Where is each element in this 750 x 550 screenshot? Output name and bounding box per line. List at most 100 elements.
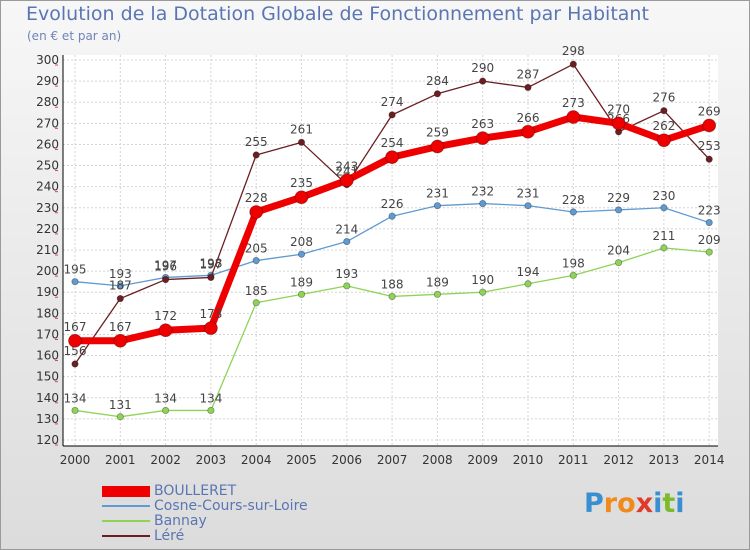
data-label-l-r: 187 bbox=[109, 279, 132, 293]
data-point-l-r bbox=[569, 60, 577, 68]
data-point-cosne-cours-sur-loire bbox=[569, 208, 577, 216]
data-point-cosne-cours-sur-loire bbox=[388, 212, 396, 220]
logo-letter: i bbox=[675, 488, 685, 519]
data-point-boulleret bbox=[475, 131, 490, 146]
x-tick-label: 2000 bbox=[60, 453, 91, 467]
data-point-bannay bbox=[524, 280, 532, 288]
data-label-l-r: 290 bbox=[471, 61, 494, 75]
data-label-l-r: 284 bbox=[426, 74, 449, 88]
y-tick-label: 170 bbox=[36, 327, 59, 341]
data-point-boulleret bbox=[249, 205, 264, 219]
y-tick-label: 180 bbox=[36, 306, 59, 320]
data-label-bannay: 194 bbox=[517, 265, 540, 279]
x-tick-label: 2013 bbox=[649, 453, 680, 467]
data-label-bannay: 134 bbox=[154, 391, 177, 405]
data-label-l-r: 255 bbox=[245, 135, 268, 149]
data-point-bannay bbox=[297, 290, 306, 298]
data-point-bannay bbox=[705, 248, 713, 256]
x-tick-label: 2003 bbox=[196, 453, 227, 467]
x-tick-label: 2014 bbox=[694, 453, 725, 467]
data-point-cosne-cours-sur-loire bbox=[705, 218, 713, 227]
data-label-l-r: 276 bbox=[652, 91, 675, 105]
data-label-l-r: 298 bbox=[562, 44, 585, 58]
data-label-bannay: 193 bbox=[335, 267, 358, 281]
data-label-boulleret: 228 bbox=[245, 191, 268, 205]
logo-letter: r bbox=[603, 488, 618, 519]
data-label-boulleret: 266 bbox=[517, 111, 540, 125]
data-point-boulleret bbox=[113, 333, 128, 348]
y-tick-label: 190 bbox=[36, 285, 59, 299]
data-label-boulleret: 269 bbox=[698, 104, 721, 118]
legend-label: Cosne-Cours-sur-Loire bbox=[154, 498, 308, 514]
data-point-boulleret bbox=[611, 116, 626, 131]
legend-label: Bannay bbox=[154, 513, 207, 529]
data-point-boulleret bbox=[702, 118, 717, 133]
data-point-cosne-cours-sur-loire bbox=[524, 202, 532, 210]
data-point-cosne-cours-sur-loire bbox=[116, 282, 124, 290]
data-label-l-r: 287 bbox=[517, 67, 540, 81]
legend-label: Léré bbox=[154, 528, 185, 544]
legend-label: BOULLERET bbox=[154, 483, 237, 499]
data-label-cosne-cours-sur-loire: 214 bbox=[335, 223, 358, 237]
data-point-bannay bbox=[479, 288, 487, 296]
logo-letter: i bbox=[653, 488, 663, 519]
data-label-cosne-cours-sur-loire: 226 bbox=[381, 197, 404, 211]
legend-swatch bbox=[102, 520, 150, 522]
chart-subtitle: (en € et par an) bbox=[27, 29, 122, 43]
data-label-boulleret: 235 bbox=[290, 176, 313, 190]
data-label-boulleret: 273 bbox=[562, 96, 585, 110]
data-point-bannay bbox=[162, 406, 170, 415]
data-point-bannay bbox=[569, 271, 577, 279]
data-point-boulleret bbox=[657, 133, 671, 148]
data-point-bannay bbox=[207, 406, 215, 415]
x-tick-label: 2005 bbox=[286, 453, 317, 467]
logo-letter: t bbox=[662, 488, 676, 519]
data-point-bannay bbox=[252, 299, 260, 307]
data-point-cosne-cours-sur-loire bbox=[614, 206, 623, 214]
data-label-boulleret: 262 bbox=[652, 119, 675, 133]
x-tick-label: 2011 bbox=[558, 453, 589, 467]
y-tick-label: 130 bbox=[36, 412, 59, 426]
data-label-cosne-cours-sur-loire: 229 bbox=[607, 191, 630, 205]
data-label-bannay: 204 bbox=[607, 244, 630, 258]
data-point-boulleret bbox=[158, 323, 173, 338]
data-label-boulleret: 254 bbox=[381, 136, 404, 150]
data-label-boulleret: 167 bbox=[64, 320, 87, 334]
x-tick-label: 2006 bbox=[332, 453, 363, 467]
legend-swatch bbox=[102, 505, 150, 507]
x-tick-label: 2007 bbox=[377, 453, 408, 467]
data-point-l-r bbox=[705, 155, 713, 163]
data-point-l-r bbox=[524, 83, 532, 92]
data-point-l-r bbox=[433, 90, 441, 98]
data-label-bannay: 134 bbox=[199, 391, 222, 405]
data-label-bannay: 131 bbox=[109, 398, 132, 412]
data-label-boulleret: 172 bbox=[154, 309, 177, 323]
data-point-boulleret bbox=[203, 321, 218, 336]
data-point-cosne-cours-sur-loire bbox=[71, 278, 79, 286]
data-label-bannay: 185 bbox=[245, 284, 268, 298]
y-tick-label: 250 bbox=[36, 159, 59, 173]
data-label-bannay: 211 bbox=[652, 229, 675, 243]
data-point-bannay bbox=[343, 282, 351, 290]
logo-letter: P bbox=[584, 488, 604, 519]
data-point-cosne-cours-sur-loire bbox=[479, 199, 487, 208]
x-tick-label: 2008 bbox=[422, 453, 453, 467]
y-tick-label: 260 bbox=[36, 137, 59, 151]
data-label-cosne-cours-sur-loire: 231 bbox=[517, 187, 540, 201]
chart-title: Evolution de la Dotation Globale de Fonc… bbox=[26, 3, 649, 25]
data-label-cosne-cours-sur-loire: 205 bbox=[245, 242, 268, 256]
data-label-boulleret: 173 bbox=[199, 307, 222, 321]
data-point-l-r bbox=[297, 138, 306, 146]
data-point-l-r bbox=[116, 294, 124, 303]
data-label-boulleret: 259 bbox=[426, 126, 449, 140]
data-point-l-r bbox=[162, 275, 170, 284]
data-label-cosne-cours-sur-loire: 223 bbox=[698, 204, 721, 218]
data-point-boulleret bbox=[68, 333, 82, 348]
x-tick-label: 2010 bbox=[513, 453, 544, 467]
y-tick-label: 140 bbox=[36, 391, 59, 405]
data-label-l-r: 253 bbox=[698, 139, 721, 153]
y-tick-label: 210 bbox=[36, 243, 59, 257]
logo-letter: o bbox=[617, 488, 636, 519]
data-point-cosne-cours-sur-loire bbox=[343, 237, 351, 246]
data-label-bannay: 188 bbox=[381, 277, 404, 291]
